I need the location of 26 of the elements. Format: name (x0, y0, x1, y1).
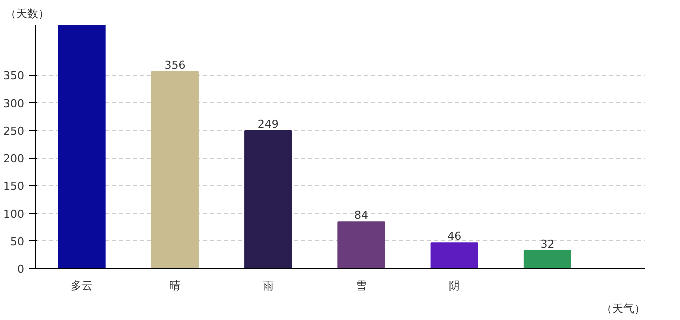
y-tick-label: 200 (4, 152, 25, 166)
y-tick-label: 50 (10, 235, 25, 248)
data-label: 356 (164, 58, 186, 72)
x-tick-label: 雪 (356, 280, 367, 292)
y-tick-label: 300 (4, 97, 25, 110)
data-label: 84 (354, 209, 368, 222)
x-tick-label: 晴 (170, 280, 181, 292)
data-label: 32 (540, 238, 555, 251)
data-label: 249 (258, 118, 279, 131)
y-tick-label: 0 (18, 263, 24, 276)
bar (244, 130, 292, 268)
y-tick-label: 150 (4, 180, 25, 194)
bar (524, 250, 572, 268)
x-tick-label: 多云 (71, 280, 94, 292)
bar (338, 222, 386, 268)
y-tick-label: 350 (4, 70, 25, 83)
x-tick-label: 阴 (449, 280, 460, 292)
data-label: 46 (448, 230, 462, 244)
x-tick-label: 雨 (262, 280, 274, 292)
bar (430, 242, 478, 268)
bar (58, 26, 106, 268)
x-axis-title: （天气） (602, 302, 646, 316)
y-axis-title: （天数） (6, 8, 50, 20)
y-tick-label: 100 (4, 208, 25, 221)
y-tick-label: 250 (4, 124, 25, 138)
bar (151, 71, 199, 268)
